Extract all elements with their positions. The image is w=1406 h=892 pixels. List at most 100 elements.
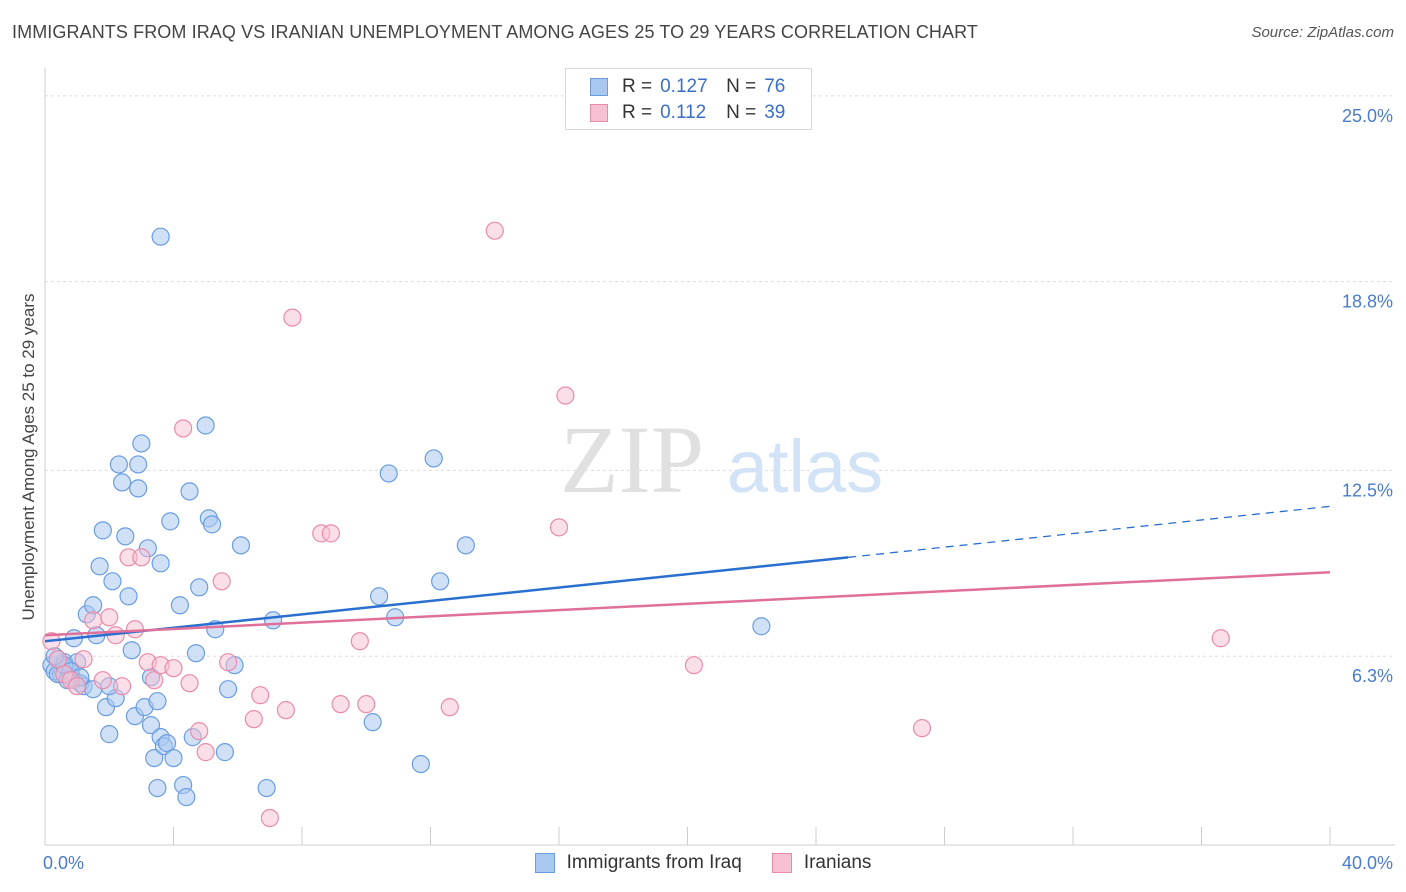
data-point-iranians (912, 719, 932, 738)
data-point-iranians (190, 722, 209, 741)
watermark: ZIP atlas (560, 406, 883, 513)
data-point-iraq (190, 578, 209, 597)
watermark-zip: ZIP (560, 406, 704, 513)
data-point-iranians (350, 632, 369, 651)
data-point-iraq (164, 748, 183, 768)
data-point-iraq (411, 754, 430, 774)
legend-n-label: N = (726, 102, 757, 123)
data-point-iraq (177, 787, 196, 807)
series-legend: Immigrants from Iraq Iranians (0, 852, 1406, 874)
data-point-iraq (215, 743, 234, 762)
x-tick-label-min: 0.0% (43, 853, 84, 873)
legend-r-value: 0.127 (660, 76, 708, 97)
data-point-iranians (684, 656, 704, 675)
data-point-iraq (103, 572, 122, 591)
legend-row-iraq: R = 0.127 N = 76 (590, 75, 785, 99)
data-point-iranians (219, 653, 238, 672)
data-point-iraq (93, 521, 112, 540)
data-point-iranians (93, 671, 112, 690)
data-point-iraq (148, 778, 167, 798)
data-point-iraq (186, 644, 206, 663)
trend-lines (44, 505, 1331, 643)
data-point-iranians (100, 608, 119, 627)
data-point-iraq (196, 416, 215, 435)
trend-line-iraq (44, 556, 849, 643)
legend-n-value: 39 (764, 102, 786, 123)
data-point-iraq (116, 527, 135, 546)
data-point-iraq (112, 473, 132, 492)
trend-line-iraq-extrapolated (848, 505, 1331, 558)
legend-label-iranians: Iranians (803, 852, 872, 873)
data-point-iraq (161, 512, 180, 531)
series-immigrants-from-iraq (42, 227, 771, 807)
data-point-iranians (68, 677, 87, 696)
data-point-iraq (456, 536, 475, 555)
data-point-iranians (132, 548, 151, 567)
data-point-iranians (196, 743, 215, 762)
y-tick-label: 6.3% (1352, 666, 1393, 686)
legend-r-label: R = (622, 76, 653, 97)
y-tick-label: 12.5% (1342, 480, 1393, 500)
data-point-iranians (112, 677, 132, 696)
data-point-iraq (132, 434, 151, 453)
data-point-iranians (251, 686, 270, 705)
data-point-iranians (485, 221, 504, 240)
data-point-iraq (424, 449, 443, 468)
legend-item-iranians[interactable]: Iranians (771, 852, 872, 874)
data-point-iranians (549, 518, 569, 537)
legend-label-iraq: Immigrants from Iraq (566, 852, 742, 873)
data-point-iraq (263, 611, 283, 630)
data-point-iraq (90, 557, 109, 576)
data-point-iraq (141, 716, 161, 735)
data-point-iraq (180, 482, 199, 501)
y-tick-label: 18.8% (1342, 292, 1393, 312)
series-iranians (42, 221, 1230, 828)
data-point-iranians (260, 808, 279, 828)
data-point-iranians (321, 524, 341, 543)
data-point-iranians (145, 671, 164, 690)
data-point-iranians (125, 620, 145, 639)
legend-n-value: 76 (764, 76, 786, 97)
data-point-iranians (180, 674, 199, 693)
data-point-iranians (556, 386, 575, 405)
data-point-iraq (129, 479, 148, 498)
data-point-iranians (174, 419, 193, 438)
data-point-iraq (109, 455, 128, 474)
data-point-iranians (48, 650, 67, 669)
grid-lines (45, 95, 1395, 657)
watermark-atlas: atlas (727, 425, 883, 508)
data-point-iranians (283, 308, 302, 327)
data-point-iraq (151, 227, 170, 246)
data-point-iraq (752, 617, 771, 636)
legend-swatch-blue (534, 853, 555, 873)
legend-item-iraq[interactable]: Immigrants from Iraq (534, 852, 742, 874)
x-tick-labels: 0.0% 40.0% (43, 853, 1393, 873)
data-point-iranians (1211, 629, 1230, 648)
trend-line-iranians (44, 571, 1331, 637)
data-point-iranians (276, 701, 296, 720)
data-point-iraq (431, 572, 450, 591)
data-point-iraq (231, 536, 251, 555)
data-point-iraq (370, 587, 389, 606)
data-point-iranians (440, 698, 459, 717)
data-point-iraq (100, 725, 119, 744)
legend-swatch-pink (590, 104, 608, 122)
legend-swatch-pink (771, 853, 792, 873)
legend-row-iranians: R = 0.112 N = 39 (590, 101, 785, 125)
data-point-iraq (202, 515, 222, 534)
data-point-iraq (379, 464, 398, 483)
data-point-iraq (257, 778, 276, 798)
y-axis-label: Unemployment Among Ages 25 to 29 years (19, 294, 38, 621)
data-point-iraq (148, 692, 167, 711)
data-point-iranians (84, 611, 103, 630)
source-credit: Source: ZipAtlas.com (1251, 24, 1394, 41)
legend-r-label: R = (622, 102, 653, 123)
data-point-iraq (129, 455, 148, 474)
data-point-iraq (151, 554, 170, 573)
chart-title: IMMIGRANTS FROM IRAQ VS IRANIAN UNEMPLOY… (12, 22, 978, 42)
data-point-iranians (244, 710, 263, 729)
y-tick-labels: 6.3% 12.5% 18.8% 25.0% (1342, 106, 1393, 686)
correlation-legend: R = 0.127 N = 76 R = 0.112 N = 39 (565, 68, 812, 130)
data-point-iraq (145, 748, 164, 768)
